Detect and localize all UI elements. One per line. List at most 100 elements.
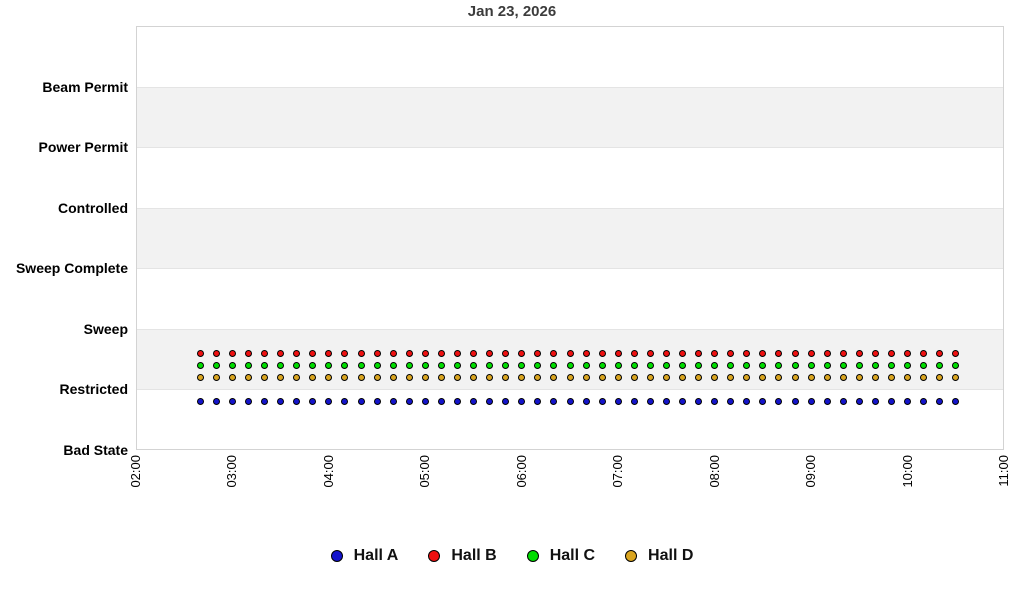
data-point-hall-c xyxy=(711,361,719,369)
data-point-hall-c xyxy=(679,361,687,369)
data-point-hall-d xyxy=(936,373,944,381)
data-point-hall-d xyxy=(502,373,510,381)
data-point-hall-d xyxy=(662,373,670,381)
data-point-hall-b xyxy=(904,349,912,357)
legend-label: Hall B xyxy=(451,547,497,564)
data-point-hall-c xyxy=(277,361,285,369)
data-point-hall-b xyxy=(309,349,317,357)
x-axis-label: 11:00 xyxy=(996,455,1011,487)
plot-area xyxy=(136,26,1004,450)
data-point-hall-a xyxy=(695,398,703,406)
data-point-hall-d xyxy=(759,373,767,381)
data-point-hall-b xyxy=(293,349,301,357)
data-point-hall-a xyxy=(711,398,719,406)
data-point-hall-a xyxy=(245,398,253,406)
data-point-hall-b xyxy=(582,349,590,357)
data-point-hall-c xyxy=(196,361,204,369)
legend-marker-icon xyxy=(428,550,441,562)
data-point-hall-a xyxy=(920,398,928,406)
legend-label: Hall C xyxy=(549,547,596,564)
data-point-hall-d xyxy=(228,373,236,381)
legend-item-hall-b: Hall B xyxy=(428,545,497,567)
data-point-hall-b xyxy=(212,349,220,357)
data-point-hall-a xyxy=(534,398,542,406)
data-point-hall-c xyxy=(839,361,847,369)
data-point-hall-b xyxy=(662,349,670,357)
data-point-hall-d xyxy=(245,373,253,381)
x-axis-label: 04:00 xyxy=(320,455,336,488)
data-point-hall-d xyxy=(405,373,413,381)
data-point-hall-c xyxy=(550,361,558,369)
data-point-hall-a xyxy=(679,398,687,406)
data-point-hall-b xyxy=(550,349,558,357)
data-point-hall-d xyxy=(325,373,333,381)
data-point-hall-b xyxy=(470,349,478,357)
data-point-hall-c xyxy=(293,361,301,369)
legend-item-hall-a: Hall A xyxy=(330,545,398,567)
data-point-hall-b xyxy=(646,349,654,357)
data-point-hall-c xyxy=(743,361,751,369)
data-point-hall-b xyxy=(566,349,574,357)
data-point-hall-c xyxy=(245,361,253,369)
gridline xyxy=(137,207,1003,209)
y-axis-label: Sweep xyxy=(83,320,128,337)
data-point-hall-d xyxy=(646,373,654,381)
data-point-hall-d xyxy=(566,373,574,381)
data-point-hall-b xyxy=(791,349,799,357)
data-point-hall-c xyxy=(871,361,879,369)
data-point-hall-b xyxy=(228,349,236,357)
data-point-hall-d xyxy=(470,373,478,381)
data-point-hall-d xyxy=(437,373,445,381)
data-point-hall-b xyxy=(341,349,349,357)
data-point-hall-d xyxy=(277,373,285,381)
data-point-hall-d xyxy=(839,373,847,381)
data-point-hall-a xyxy=(212,398,220,406)
x-axis-label: 07:00 xyxy=(610,455,626,488)
data-point-hall-a xyxy=(759,398,767,406)
data-point-hall-d xyxy=(614,373,622,381)
gridline xyxy=(137,86,1003,88)
data-point-hall-c xyxy=(518,361,526,369)
data-point-hall-b xyxy=(261,349,269,357)
data-point-hall-c xyxy=(502,361,510,369)
data-point-hall-b xyxy=(855,349,863,357)
data-point-hall-b xyxy=(518,349,526,357)
data-point-hall-b xyxy=(679,349,687,357)
data-point-hall-d xyxy=(582,373,590,381)
data-point-hall-b xyxy=(952,349,960,357)
data-point-hall-c xyxy=(325,361,333,369)
data-point-hall-a xyxy=(775,398,783,406)
data-point-hall-d xyxy=(823,373,831,381)
y-axis-label: Bad State xyxy=(63,442,128,458)
data-point-hall-a xyxy=(405,398,413,406)
data-point-hall-d xyxy=(196,373,204,381)
legend-marker-icon xyxy=(625,550,638,562)
y-axis-label: Sweep Complete xyxy=(15,260,128,277)
data-point-hall-d xyxy=(630,373,638,381)
legend-item-hall-d: Hall D xyxy=(625,545,693,567)
data-point-hall-c xyxy=(887,361,895,369)
data-point-hall-b xyxy=(807,349,815,357)
data-point-hall-d xyxy=(855,373,863,381)
x-axis-label: 03:00 xyxy=(224,455,240,488)
data-point-hall-c xyxy=(952,361,960,369)
data-point-hall-b xyxy=(534,349,542,357)
data-point-hall-c xyxy=(936,361,944,369)
legend-marker-icon xyxy=(526,550,539,562)
data-point-hall-a xyxy=(421,398,429,406)
gridline xyxy=(137,268,1003,270)
data-point-hall-a xyxy=(518,398,526,406)
data-point-hall-c xyxy=(421,361,429,369)
data-point-hall-d xyxy=(309,373,317,381)
data-point-hall-d xyxy=(534,373,542,381)
data-point-hall-a xyxy=(566,398,574,406)
data-point-hall-d xyxy=(486,373,494,381)
gridline xyxy=(137,328,1003,330)
x-axis-label: 08:00 xyxy=(706,455,722,488)
data-point-hall-d xyxy=(920,373,928,381)
data-point-hall-b xyxy=(437,349,445,357)
data-point-hall-a xyxy=(325,398,333,406)
data-point-hall-c xyxy=(534,361,542,369)
data-point-hall-d xyxy=(904,373,912,381)
data-point-hall-d xyxy=(212,373,220,381)
